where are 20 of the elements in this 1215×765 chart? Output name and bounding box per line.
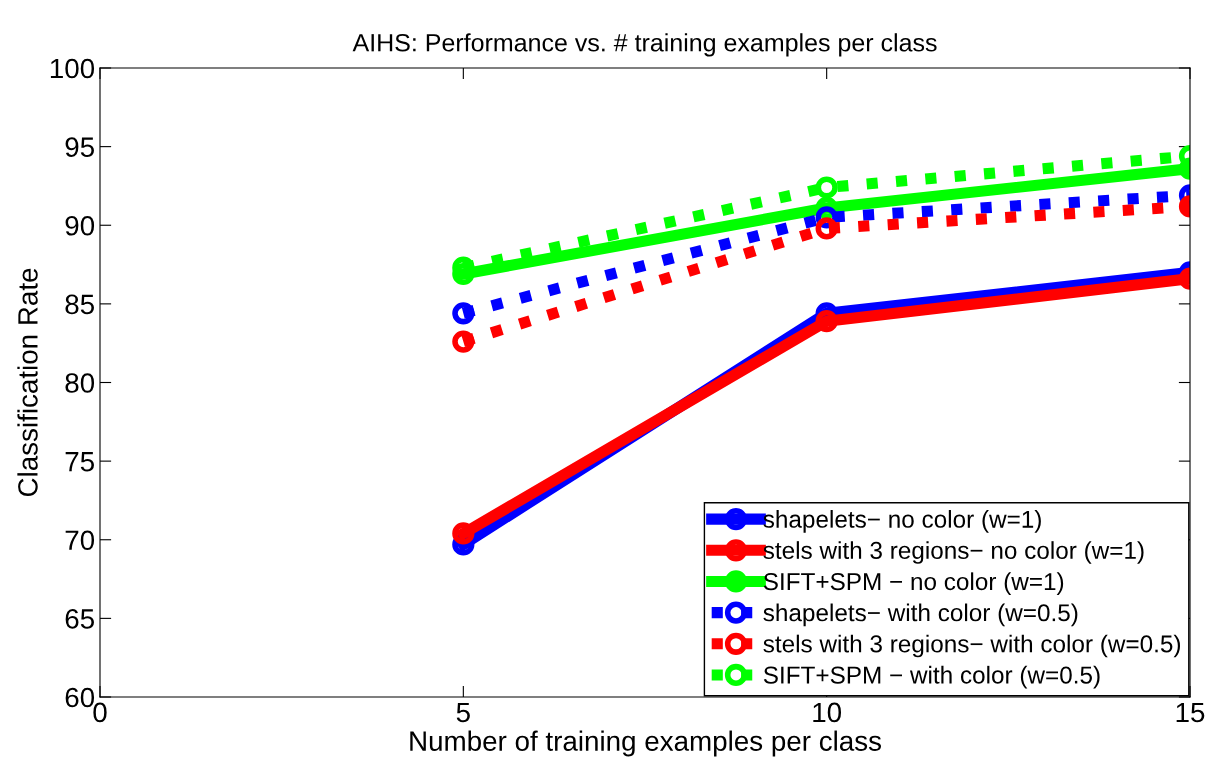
legend-label: shapelets− with color (w=0.5) — [763, 603, 1078, 627]
x-tick-label: 5 — [456, 702, 470, 723]
legend-label: SIFT+SPM − with color (w=0.5) — [763, 665, 1100, 689]
y-tick-label: 80 — [65, 373, 95, 393]
y-tick-label: 75 — [65, 452, 94, 472]
y-tick-label: 95 — [65, 137, 94, 157]
chart-title: AIHS: Performance vs. # training examples per class — [352, 33, 937, 57]
x-axis-title: Number of training examples per class — [410, 730, 881, 757]
y-tick-label: 85 — [65, 294, 94, 315]
legend-label: shapelets− no color (w=1) — [763, 510, 1041, 533]
legend-label: stels with 3 regions− with color (w=0.5) — [763, 634, 1180, 658]
y-tick-label: 60 — [65, 687, 95, 708]
x-tick-label: 0 — [93, 702, 107, 723]
y-axis-title: Classification Rate — [17, 268, 38, 497]
y-tick-label: 70 — [65, 530, 95, 551]
y-tick-label: 100 — [50, 58, 95, 79]
y-tick-label: 90 — [65, 215, 95, 236]
y-tick-label: 65 — [65, 609, 94, 629]
x-tick-label: 15 — [1176, 702, 1205, 723]
x-tick-label: 10 — [813, 702, 842, 723]
